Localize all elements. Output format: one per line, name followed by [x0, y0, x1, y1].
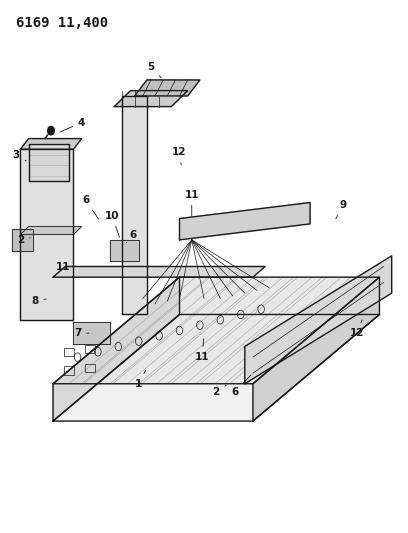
Bar: [64, 366, 74, 375]
Polygon shape: [253, 277, 379, 421]
Polygon shape: [29, 144, 69, 181]
Polygon shape: [114, 91, 188, 107]
Text: 11: 11: [56, 262, 73, 278]
Text: 8: 8: [31, 296, 46, 306]
Text: 1: 1: [135, 370, 146, 389]
Text: 12: 12: [172, 147, 187, 165]
Polygon shape: [180, 203, 310, 240]
Polygon shape: [12, 229, 33, 251]
Circle shape: [48, 126, 54, 135]
Text: 12: 12: [350, 320, 364, 338]
Bar: [85, 364, 95, 372]
Text: 10: 10: [105, 211, 120, 237]
Polygon shape: [122, 96, 147, 314]
Polygon shape: [20, 227, 82, 235]
Text: 2: 2: [17, 235, 30, 245]
Text: 11: 11: [195, 338, 209, 362]
Polygon shape: [245, 256, 392, 384]
Text: 6: 6: [231, 375, 251, 397]
Polygon shape: [20, 149, 73, 320]
Text: 7: 7: [74, 328, 89, 338]
Text: 6: 6: [126, 230, 136, 243]
Text: 11: 11: [184, 190, 199, 216]
Text: 4: 4: [60, 118, 85, 132]
Bar: [85, 345, 95, 353]
Text: 6: 6: [82, 195, 98, 219]
Polygon shape: [53, 277, 180, 421]
Polygon shape: [73, 322, 110, 344]
Text: 3: 3: [13, 150, 26, 161]
Polygon shape: [53, 266, 265, 277]
Text: 9: 9: [336, 200, 346, 219]
Polygon shape: [20, 139, 82, 149]
Polygon shape: [53, 314, 379, 421]
Text: 5: 5: [147, 62, 161, 78]
Polygon shape: [53, 277, 379, 384]
Polygon shape: [135, 80, 200, 96]
Text: 6169 11,400: 6169 11,400: [16, 16, 109, 30]
Polygon shape: [110, 240, 139, 261]
Bar: [64, 348, 74, 356]
Text: 2: 2: [213, 385, 226, 397]
